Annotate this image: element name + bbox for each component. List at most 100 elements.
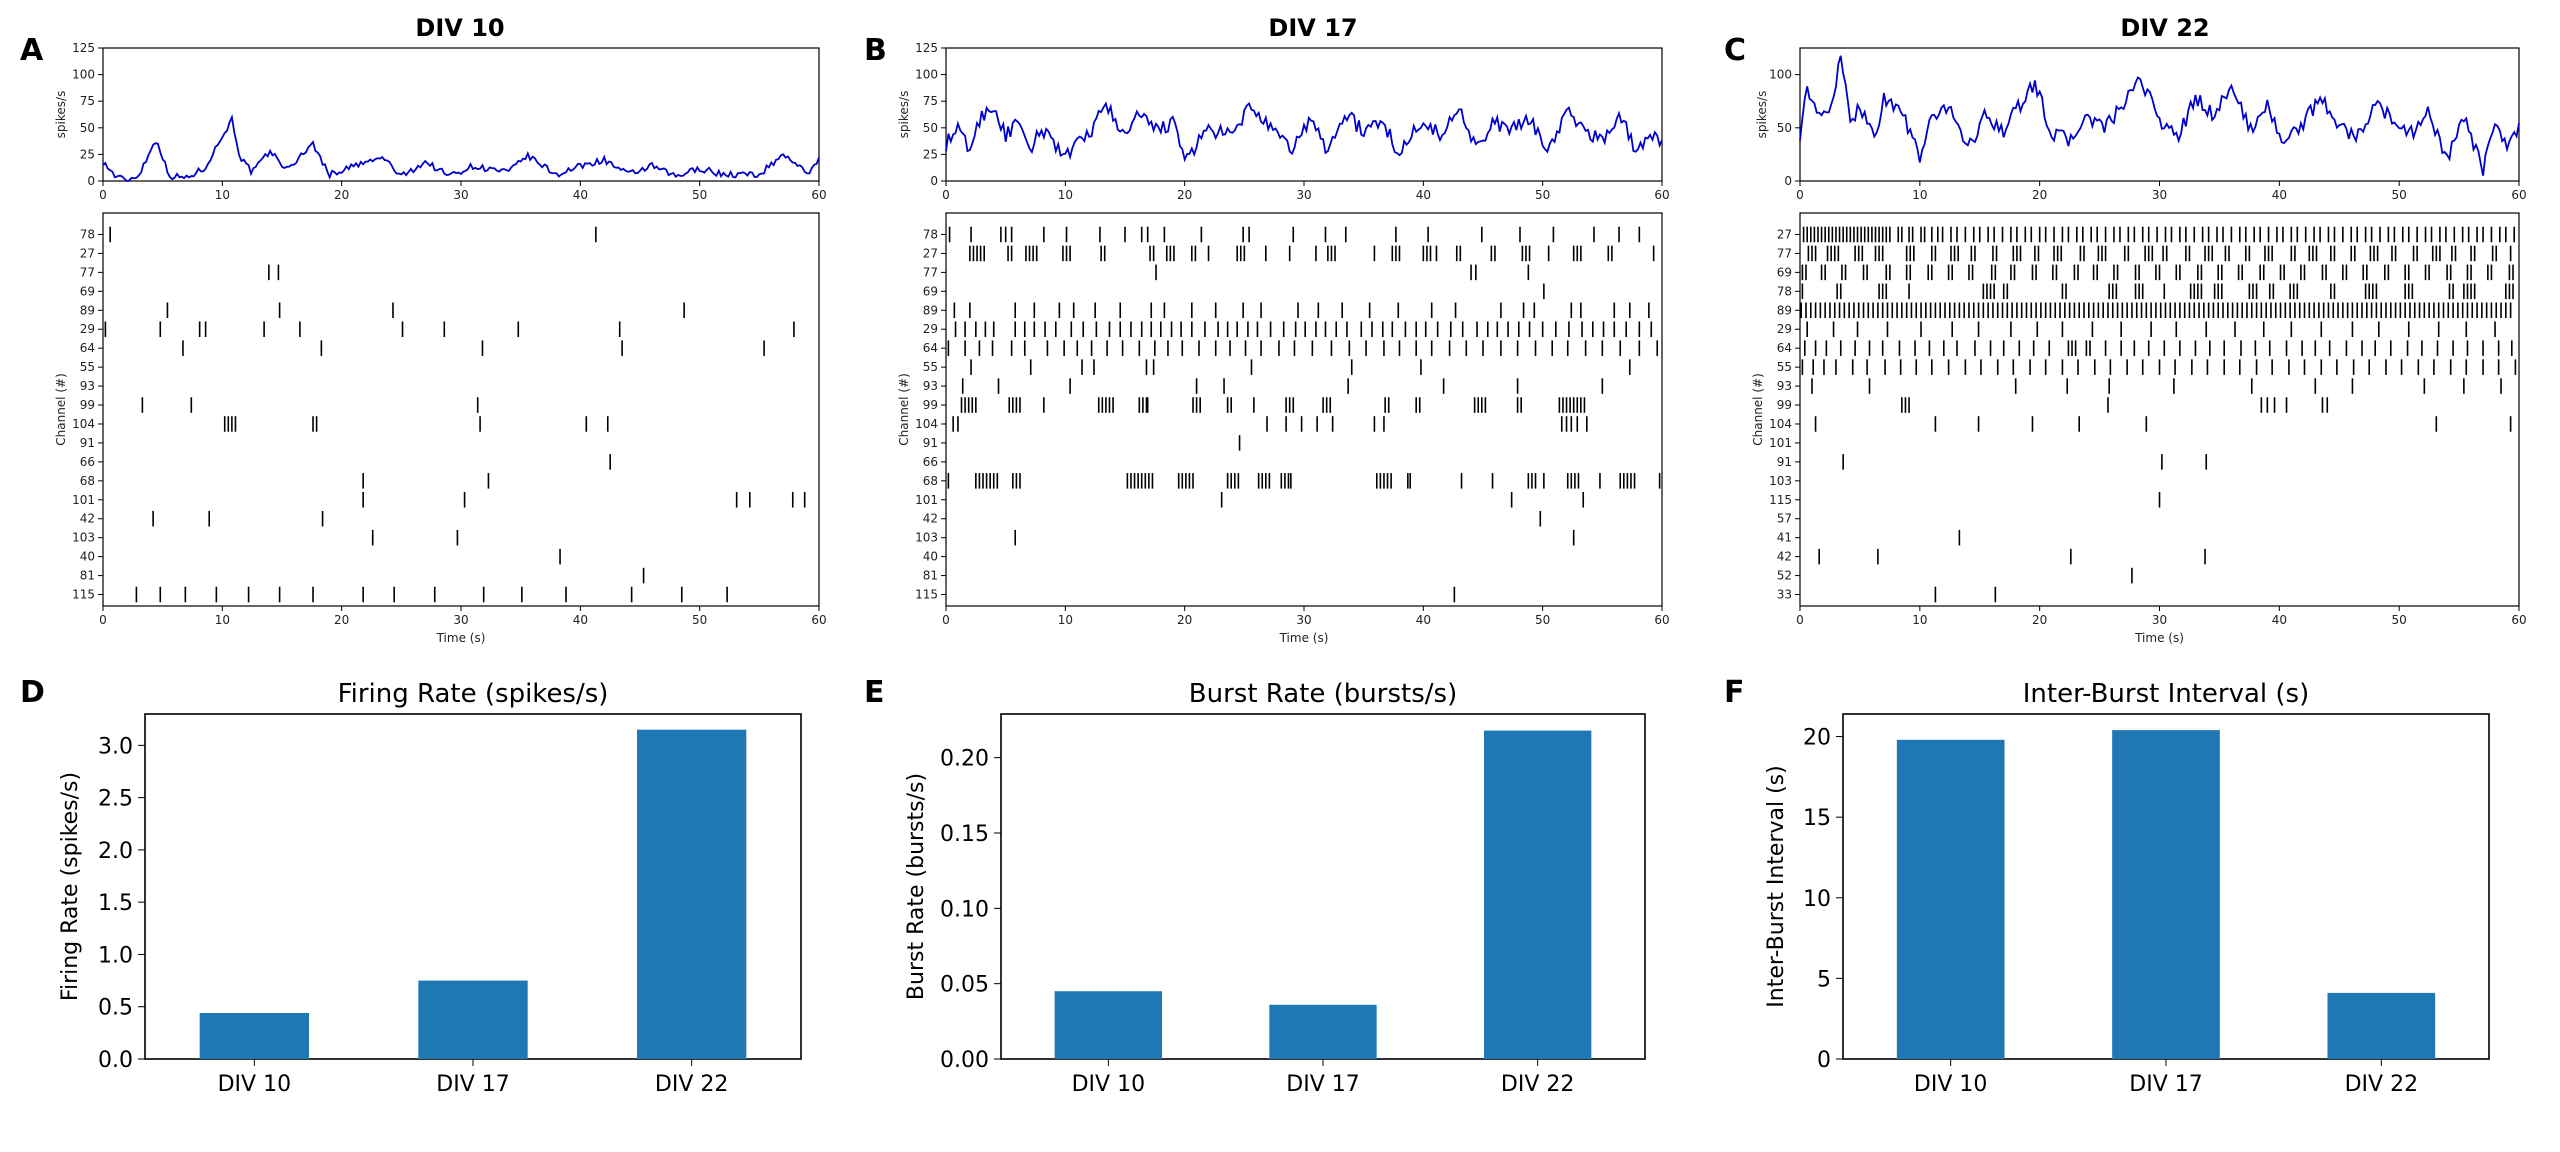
raster-b-channel-label: 40 — [923, 550, 938, 564]
bar-d-ytick-label: 1.5 — [98, 891, 133, 916]
raster-b-channel-label: 64 — [923, 341, 938, 355]
bar-f-xtick-label: DIV 17 — [2129, 1072, 2202, 1097]
raster-b-channel-label: 104 — [915, 417, 938, 431]
raster-b-channel-label: 55 — [923, 360, 938, 374]
raster-c-channel-label: 101 — [1769, 436, 1792, 450]
raster-a-ylabel: Channel (#) — [54, 373, 68, 446]
rate-b-ytick-label: 50 — [923, 121, 938, 135]
raster-a-channel-label: 64 — [80, 341, 95, 355]
raster-a-channel-label: 69 — [80, 284, 95, 298]
bar-e-xtick-label: DIV 22 — [1501, 1072, 1574, 1097]
raster-a-xtick-label: 30 — [453, 613, 468, 627]
raster-c-channel-label: 27 — [1777, 227, 1792, 241]
raster-c-xlabel: Time (s) — [2134, 631, 2184, 645]
raster-a-channel-label: 99 — [80, 398, 95, 412]
rate-c-xtick-label: 60 — [2511, 188, 2526, 202]
raster-c-channel-label: 89 — [1777, 303, 1792, 317]
panel-letter-c: C — [1724, 33, 1746, 68]
rate-c-ytick-label: 50 — [1777, 121, 1792, 135]
bar-f-ylabel: Inter-Burst Interval (s) — [1764, 765, 1789, 1007]
raster-b-channel-label: 78 — [923, 227, 938, 241]
raster-b-xlabel: Time (s) — [1279, 631, 1329, 645]
raster-c-channel-label: 29 — [1777, 322, 1792, 336]
rate-c-ylabel: spikes/s — [1755, 91, 1769, 139]
bar-e-div-17 — [1269, 1004, 1377, 1059]
rate-a-ytick-label: 50 — [80, 121, 95, 135]
bar-e-ytick-label: 0.05 — [940, 973, 989, 998]
raster-a-xtick-label: 60 — [811, 613, 826, 627]
rate-b-ytick-label: 125 — [915, 41, 938, 55]
raster-c-channel-label: 42 — [1777, 550, 1792, 564]
raster-b-xtick-label: 30 — [1296, 613, 1311, 627]
raster-a-channel-label: 27 — [80, 246, 95, 260]
panel-letter-b: B — [864, 33, 887, 68]
raster-b-channel-label: 69 — [923, 284, 938, 298]
rate-b-frame — [945, 47, 1663, 182]
raster-a-channel-label: 91 — [80, 436, 95, 450]
raster-a-xtick-label: 20 — [334, 613, 349, 627]
raster-a-channel-label: 103 — [72, 531, 95, 545]
raster-c-channel-label: 91 — [1777, 455, 1792, 469]
raster-c-xtick-label: 60 — [2511, 613, 2526, 627]
bar-d-ytick-label: 2.5 — [98, 787, 133, 812]
bar-d-div-10 — [199, 1013, 309, 1059]
raster-c-channel-label: 52 — [1777, 569, 1792, 583]
raster-c-channel-label: 77 — [1777, 246, 1792, 260]
bar-d-xtick-label: DIV 17 — [436, 1072, 509, 1097]
raster-b-ylabel: Channel (#) — [897, 373, 911, 446]
rate-a-ytick-label: 0 — [87, 174, 95, 188]
raster-a-channel-label: 66 — [80, 455, 95, 469]
raster-b-channel-label: 68 — [923, 474, 938, 488]
raster-b-channel-label: 66 — [923, 455, 938, 469]
bar-f-ytick-label: 5 — [1817, 967, 1831, 992]
bar-f-div-22 — [2327, 992, 2436, 1059]
raster-a-channel-label: 42 — [80, 512, 95, 526]
raster-a-xtick-label: 40 — [573, 613, 588, 627]
rate-a-xtick-label: 30 — [453, 188, 468, 202]
bar-e-xtick-label: DIV 10 — [1072, 1072, 1145, 1097]
rate-b-xtick-label: 40 — [1416, 188, 1431, 202]
raster-b-channel-label: 115 — [915, 588, 938, 602]
raster-a-channel-label: 68 — [80, 474, 95, 488]
raster-b-xtick-label: 10 — [1058, 613, 1073, 627]
rate-c-xtick-label: 30 — [2152, 188, 2167, 202]
bar-f-ytick-label: 0 — [1817, 1048, 1831, 1073]
bar-e-title: Burst Rate (bursts/s) — [1189, 679, 1457, 709]
bar-d-div-17 — [418, 980, 528, 1059]
raster-a-channel-label: 29 — [80, 322, 95, 336]
raster-c-channel-label: 55 — [1777, 360, 1792, 374]
raster-b-xtick-label: 0 — [942, 613, 950, 627]
bar-d-ytick-label: 2.0 — [98, 839, 133, 864]
raster-c-channel-label: 33 — [1777, 588, 1792, 602]
raster-b-channel-label: 27 — [923, 246, 938, 260]
raster-c-xtick-label: 30 — [2152, 613, 2167, 627]
raster-b-channel-label: 93 — [923, 379, 938, 393]
raster-c-channel-label: 104 — [1769, 417, 1792, 431]
rate-a-xtick-label: 20 — [334, 188, 349, 202]
bar-d-ylabel: Firing Rate (spikes/s) — [58, 772, 83, 1001]
rate-a-ytick-label: 100 — [72, 68, 95, 82]
raster-b-channel-label: 99 — [923, 398, 938, 412]
rate-c-xtick-label: 50 — [2392, 188, 2407, 202]
raster-b-channel-label: 29 — [923, 322, 938, 336]
rate-a-ytick-label: 75 — [80, 94, 95, 108]
panel-letter-a: A — [20, 33, 44, 68]
rate-a-xtick-label: 10 — [215, 188, 230, 202]
raster-b-channel-label: 91 — [923, 436, 938, 450]
bar-f-div-17 — [2112, 730, 2220, 1059]
raster-c-channel-label: 69 — [1777, 265, 1792, 279]
bar-d-title: Firing Rate (spikes/s) — [338, 679, 609, 709]
raster-c-channel-label: 78 — [1777, 284, 1792, 298]
raster-c-channel-label: 41 — [1777, 531, 1792, 545]
bar-d-div-22 — [637, 729, 747, 1059]
raster-b-channel-label: 89 — [923, 303, 938, 317]
rate-c-frame — [1799, 47, 2520, 182]
rate-b-ytick-label: 25 — [923, 147, 938, 161]
rate-a-ylabel: spikes/s — [54, 91, 68, 139]
rate-b-xtick-label: 10 — [1058, 188, 1073, 202]
raster-a-xtick-label: 0 — [99, 613, 107, 627]
bar-d-xtick-label: DIV 10 — [218, 1072, 291, 1097]
bar-d-xtick-label: DIV 22 — [655, 1072, 728, 1097]
